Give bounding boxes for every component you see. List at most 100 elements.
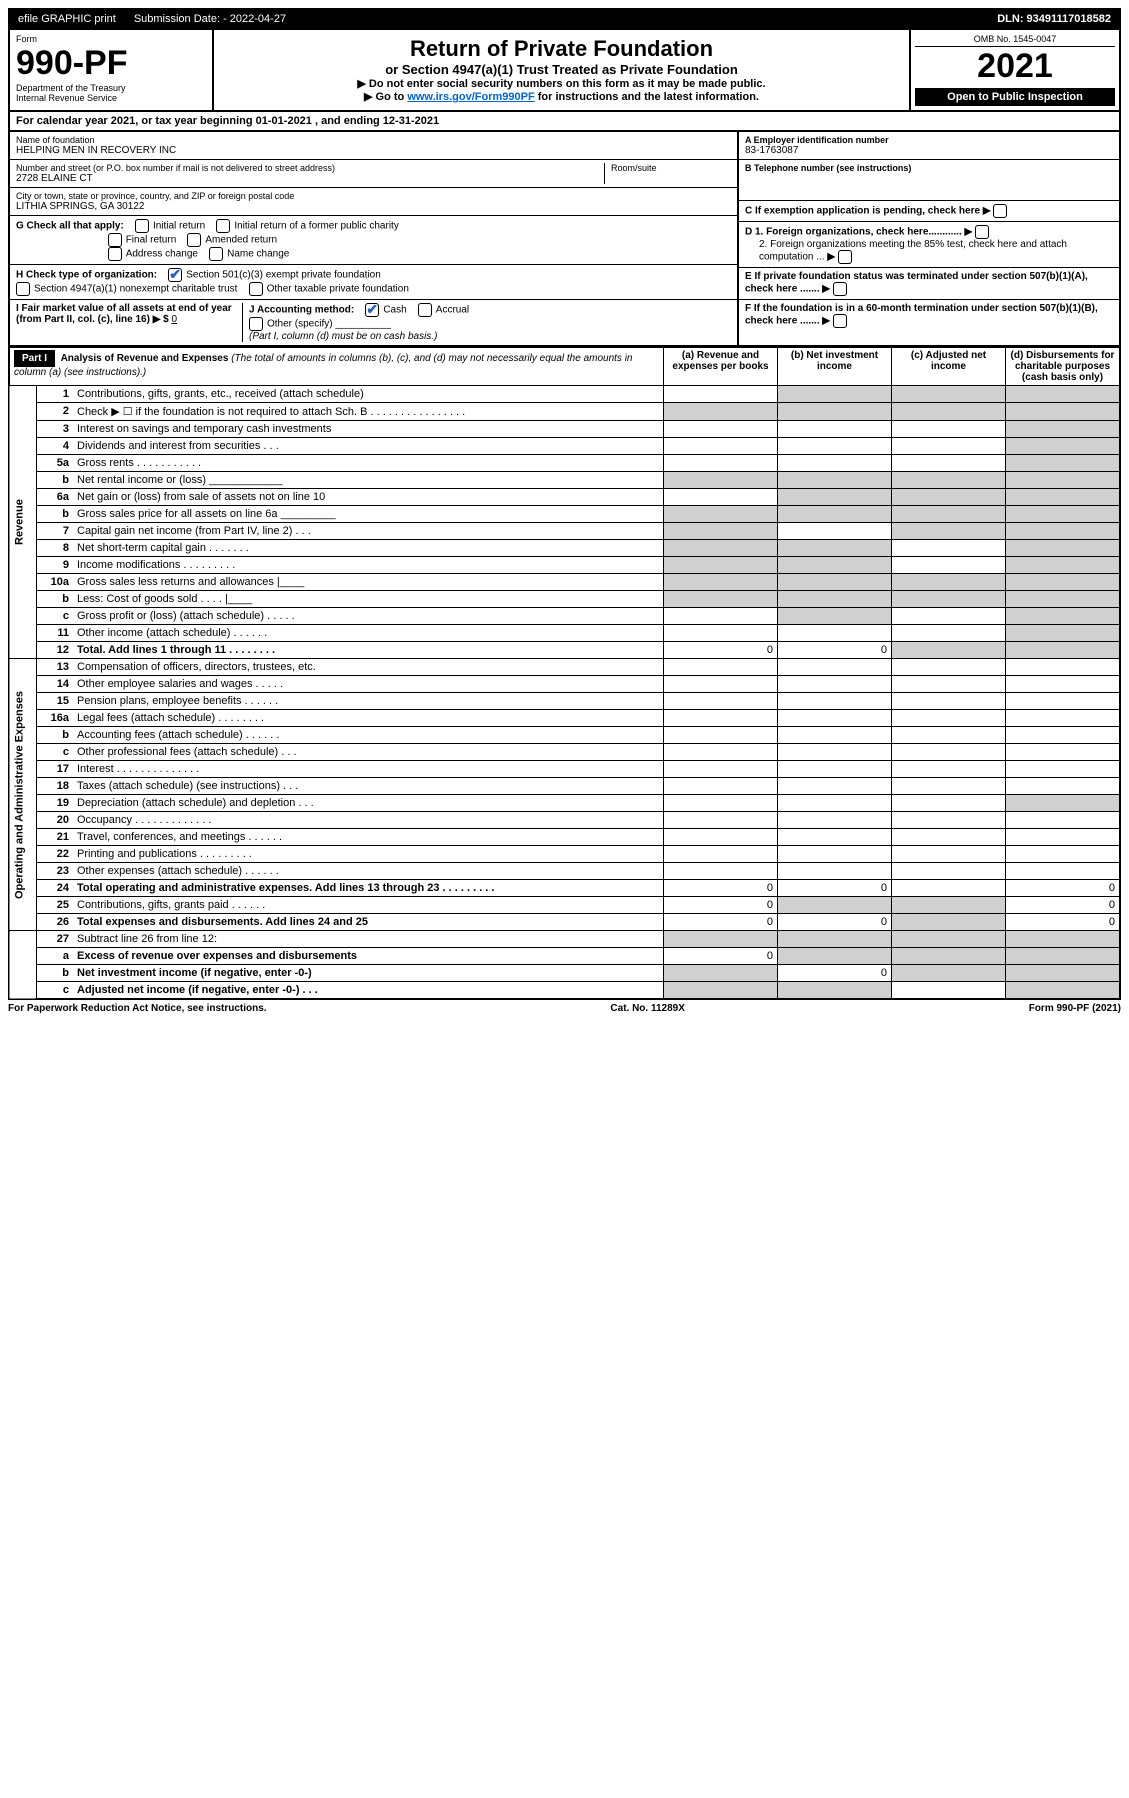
part1-label: Part I (14, 350, 55, 367)
table-row: 26Total expenses and disbursements. Add … (9, 914, 1120, 931)
table-row: 21Travel, conferences, and meetings . . … (9, 829, 1120, 846)
line-number: 7 (37, 523, 74, 540)
value-cell (892, 778, 1006, 795)
d2-label: 2. Foreign organizations meeting the 85%… (759, 239, 1067, 263)
col-b-header: (b) Net investment income (778, 348, 892, 386)
value-cell (1006, 574, 1121, 591)
value-cell (1006, 693, 1121, 710)
value-cell (664, 710, 778, 727)
value-cell (778, 846, 892, 863)
value-cell (778, 523, 892, 540)
table-row: bLess: Cost of goods sold . . . . |____ (9, 591, 1120, 608)
table-row: cGross profit or (loss) (attach schedule… (9, 608, 1120, 625)
final-return-checkbox[interactable] (108, 233, 122, 247)
table-row: 20Occupancy . . . . . . . . . . . . . (9, 812, 1120, 829)
value-cell (778, 948, 892, 965)
omb: OMB No. 1545-0047 (915, 34, 1115, 47)
d2-checkbox[interactable] (838, 250, 852, 264)
501c3-checkbox[interactable] (168, 268, 182, 282)
table-row: 18Taxes (attach schedule) (see instructi… (9, 778, 1120, 795)
line-description: Contributions, gifts, grants paid . . . … (73, 897, 664, 914)
value-cell (778, 761, 892, 778)
subtitle: or Section 4947(a)(1) Trust Treated as P… (220, 62, 903, 77)
instructions-link[interactable]: www.irs.gov/Form990PF (407, 91, 534, 103)
name-change-checkbox[interactable] (209, 247, 223, 261)
line-number: 8 (37, 540, 74, 557)
other-method-checkbox[interactable] (249, 317, 263, 331)
value-cell: 0 (778, 880, 892, 897)
initial-former-checkbox[interactable] (216, 219, 230, 233)
value-cell: 0 (778, 914, 892, 931)
e-checkbox[interactable] (833, 282, 847, 296)
value-cell (892, 591, 1006, 608)
table-row: 19Depreciation (attach schedule) and dep… (9, 795, 1120, 812)
value-cell (892, 795, 1006, 812)
tax-year: 2021 (915, 47, 1115, 86)
table-row: 3Interest on savings and temporary cash … (9, 421, 1120, 438)
line-description: Net gain or (loss) from sale of assets n… (73, 489, 664, 506)
table-row: 6aNet gain or (loss) from sale of assets… (9, 489, 1120, 506)
table-row: 22Printing and publications . . . . . . … (9, 846, 1120, 863)
table-row: 4Dividends and interest from securities … (9, 438, 1120, 455)
cash-checkbox[interactable] (365, 303, 379, 317)
line-number: 20 (37, 812, 74, 829)
value-cell (892, 897, 1006, 914)
value-cell (892, 727, 1006, 744)
line-number: b (37, 965, 74, 982)
value-cell (1006, 982, 1121, 1000)
value-cell: 0 (778, 642, 892, 659)
value-cell (892, 421, 1006, 438)
d1-checkbox[interactable] (975, 225, 989, 239)
value-cell (892, 608, 1006, 625)
table-row: 10aGross sales less returns and allowanc… (9, 574, 1120, 591)
table-row: 5aGross rents . . . . . . . . . . . (9, 455, 1120, 472)
line-description: Net short-term capital gain . . . . . . … (73, 540, 664, 557)
4947a1-checkbox[interactable] (16, 282, 30, 296)
other-taxable-checkbox[interactable] (249, 282, 263, 296)
value-cell (1006, 863, 1121, 880)
value-cell (892, 948, 1006, 965)
value-cell (778, 574, 892, 591)
line-description: Other employee salaries and wages . . . … (73, 676, 664, 693)
city-state-zip: LITHIA SPRINGS, GA 30122 (16, 201, 731, 212)
value-cell (1006, 965, 1121, 982)
table-row: 24Total operating and administrative exp… (9, 880, 1120, 897)
line-description: Interest on savings and temporary cash i… (73, 421, 664, 438)
initial-return-checkbox[interactable] (135, 219, 149, 233)
fmv-value: 0 (172, 314, 178, 325)
line-number: 26 (37, 914, 74, 931)
f-checkbox[interactable] (833, 314, 847, 328)
city-label: City or town, state or province, country… (16, 191, 731, 201)
value-cell: 0 (1006, 914, 1121, 931)
line-description: Interest . . . . . . . . . . . . . . (73, 761, 664, 778)
accrual-checkbox[interactable] (418, 303, 432, 317)
calendar-year: For calendar year 2021, or tax year begi… (8, 112, 1121, 132)
c-checkbox[interactable] (993, 204, 1007, 218)
value-cell: 0 (664, 914, 778, 931)
street-address: 2728 ELAINE CT (16, 173, 604, 184)
table-row: bNet rental income or (loss) ___________… (9, 472, 1120, 489)
table-row: aExcess of revenue over expenses and dis… (9, 948, 1120, 965)
table-row: bAccounting fees (attach schedule) . . .… (9, 727, 1120, 744)
line-description: Other income (attach schedule) . . . . .… (73, 625, 664, 642)
value-cell (664, 829, 778, 846)
value-cell (892, 438, 1006, 455)
amended-return-checkbox[interactable] (187, 233, 201, 247)
table-row: 23Other expenses (attach schedule) . . .… (9, 863, 1120, 880)
address-change-checkbox[interactable] (108, 247, 122, 261)
value-cell (1006, 421, 1121, 438)
line-number: 11 (37, 625, 74, 642)
tel-label: B Telephone number (see instructions) (745, 163, 1113, 173)
efile-tag[interactable]: efile GRAPHIC print (10, 10, 126, 28)
line-number: b (37, 506, 74, 523)
value-cell (892, 506, 1006, 523)
table-row: 17Interest . . . . . . . . . . . . . . (9, 761, 1120, 778)
value-cell (892, 403, 1006, 421)
value-cell (664, 693, 778, 710)
c-label: C If exemption application is pending, c… (745, 206, 980, 217)
value-cell (1006, 523, 1121, 540)
value-cell (664, 778, 778, 795)
value-cell (778, 897, 892, 914)
value-cell (1006, 761, 1121, 778)
table-row: 11Other income (attach schedule) . . . .… (9, 625, 1120, 642)
